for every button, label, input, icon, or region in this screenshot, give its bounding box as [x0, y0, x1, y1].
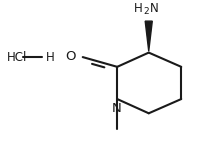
- Text: N: N: [150, 2, 158, 15]
- Text: HCl: HCl: [7, 51, 27, 64]
- Text: 2: 2: [143, 7, 149, 16]
- Text: N: N: [112, 102, 122, 115]
- Text: H: H: [46, 51, 55, 64]
- Text: O: O: [65, 50, 76, 63]
- Text: H: H: [134, 2, 143, 15]
- Polygon shape: [145, 21, 152, 51]
